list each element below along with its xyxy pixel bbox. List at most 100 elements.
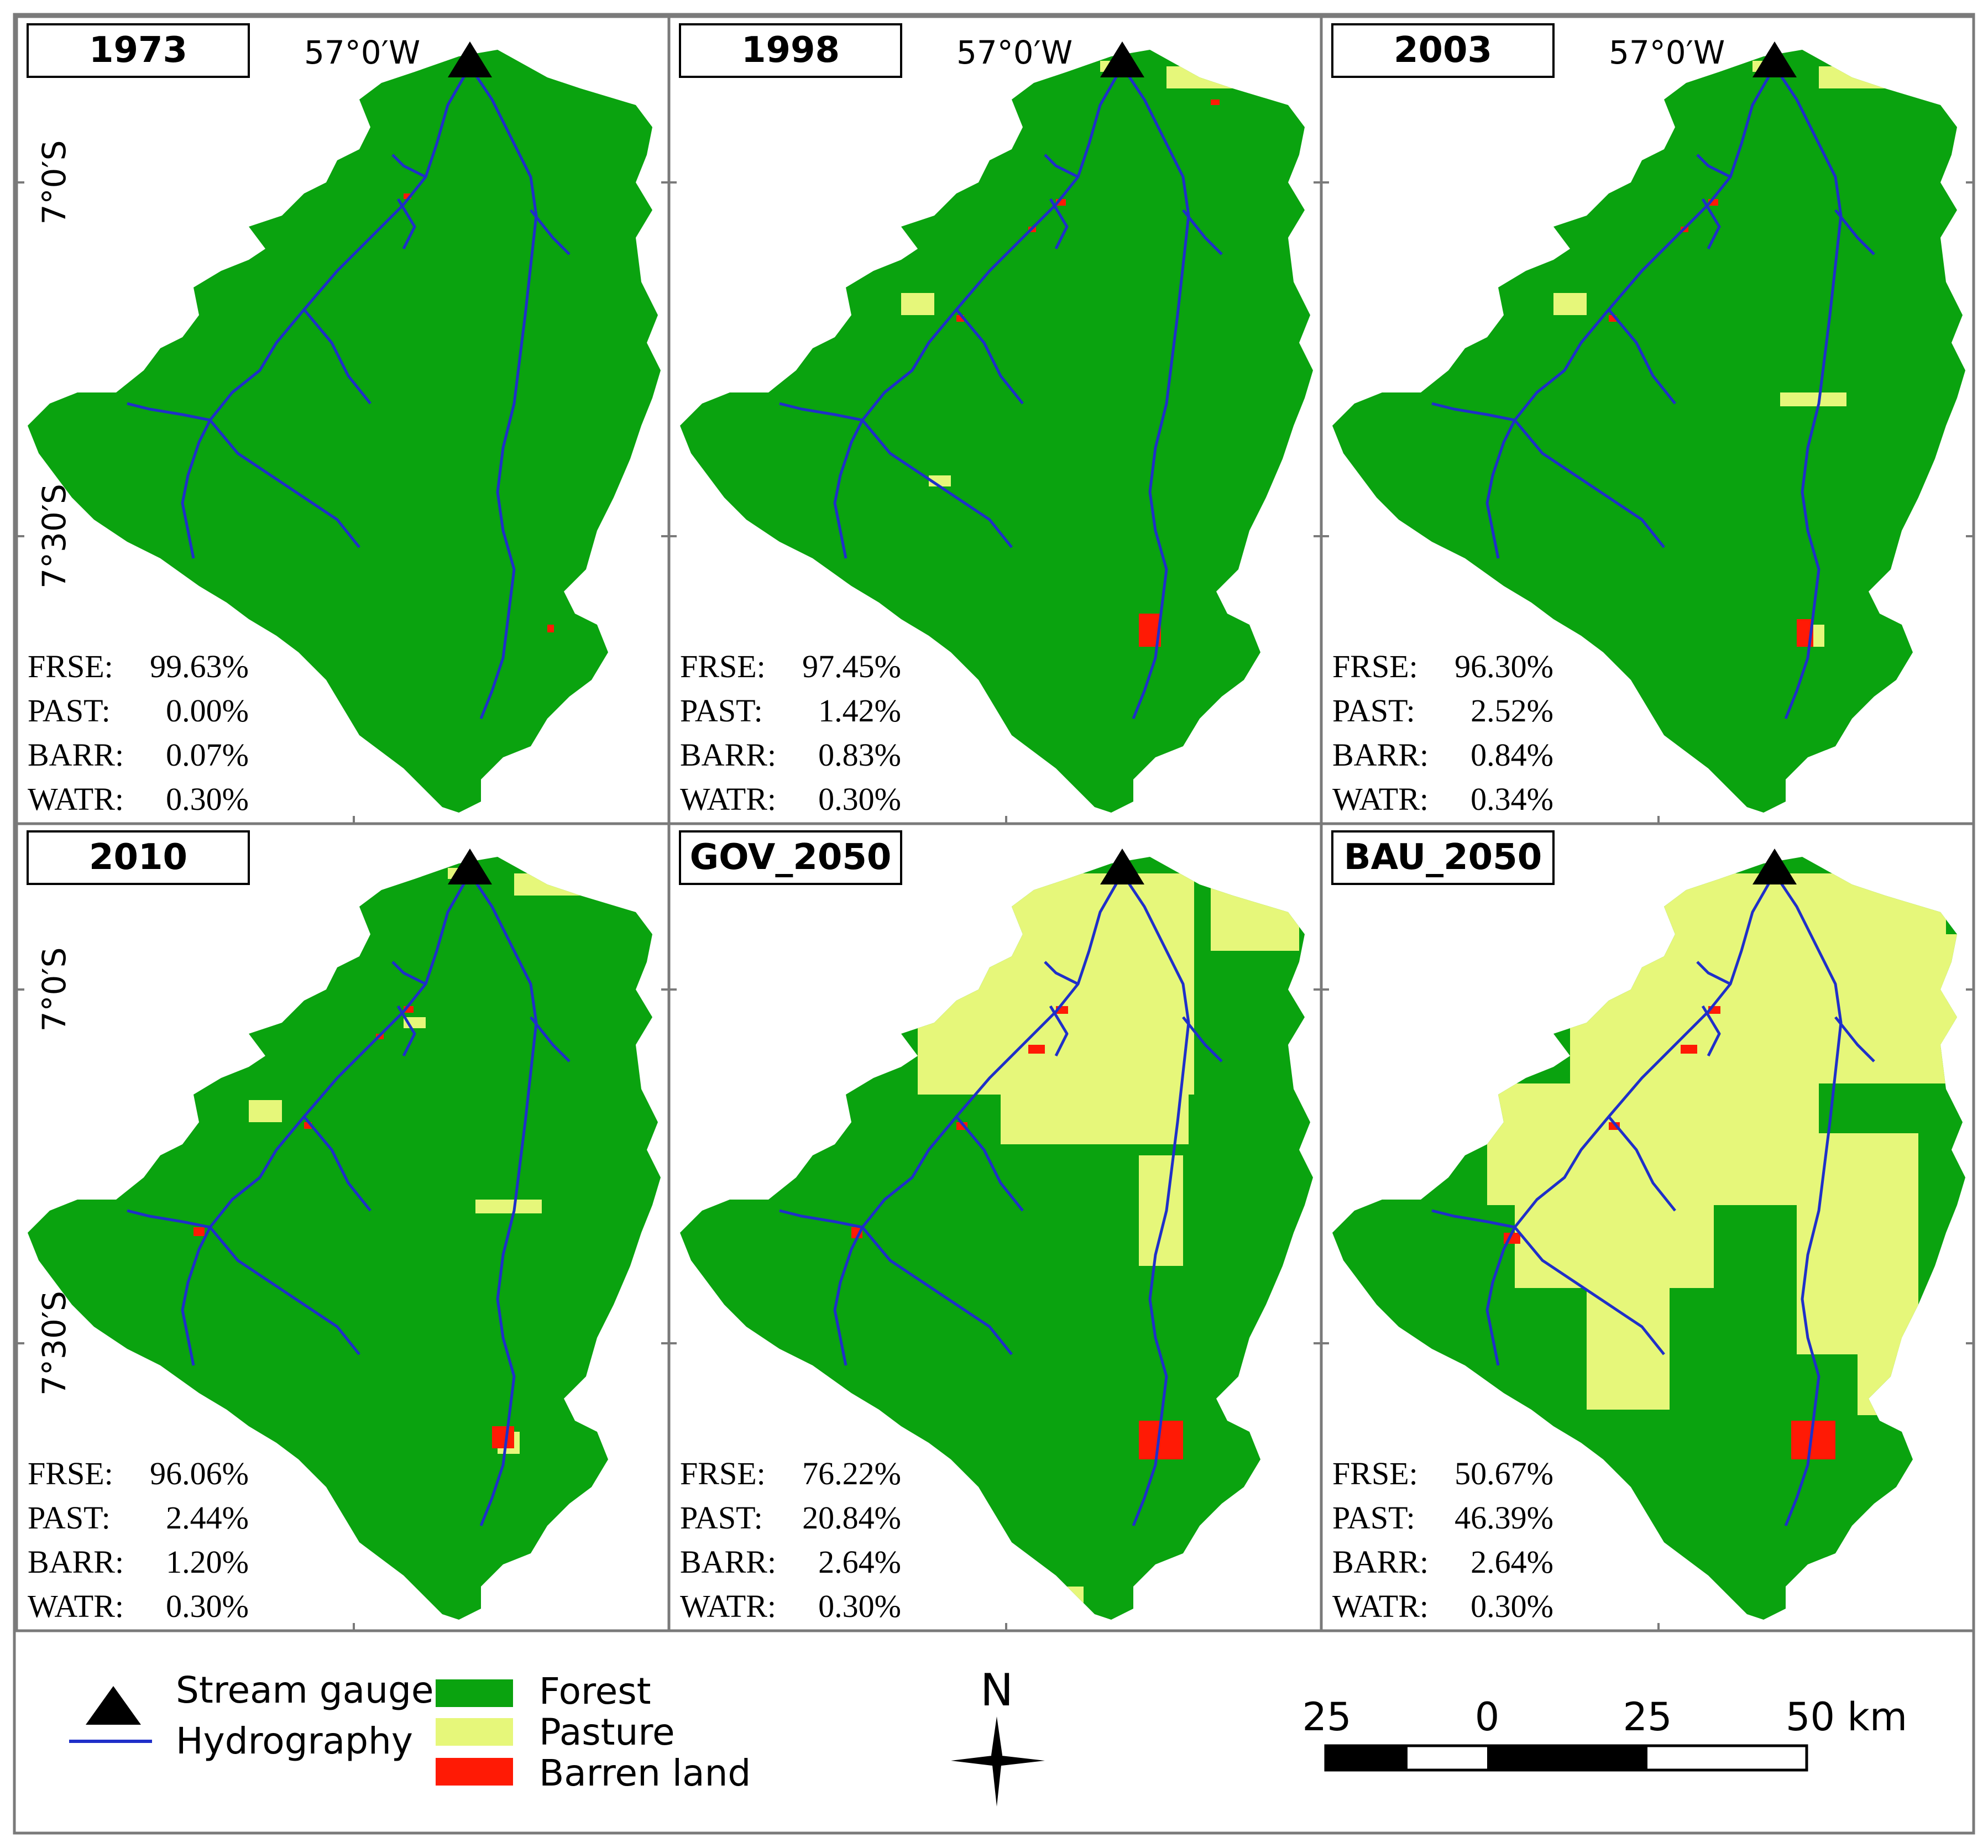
latitude-label-upper: 7°0′S <box>35 140 73 225</box>
pasture-patch <box>1780 392 1846 406</box>
stream-gauge-icon <box>448 41 492 77</box>
basin-forest <box>28 50 661 813</box>
pasture-patch <box>249 1100 282 1122</box>
stat-value: 1.20% <box>166 1544 249 1580</box>
stat-value: 46.39% <box>1455 1500 1553 1536</box>
river-line <box>127 402 211 422</box>
stream-gauge-icon <box>86 1686 141 1725</box>
land-cover-patches <box>404 193 554 632</box>
river-line <box>181 65 472 559</box>
river-line <box>1608 1116 1676 1212</box>
river-line <box>1431 1209 1515 1229</box>
river-line <box>1701 198 1721 250</box>
stat-code: BARR: <box>680 1544 776 1580</box>
stat-value: 2.64% <box>1471 1544 1553 1580</box>
map-panel-gov_2050: GOV_2050 FRSE: 76.22% PAST: 20.84% BARR: 2.64%… <box>667 822 1323 1632</box>
river-line <box>1696 154 1731 179</box>
stat-code: BARR: <box>680 737 776 773</box>
stat-value: 0.00% <box>166 693 249 729</box>
stat-value: 0.84% <box>1471 737 1553 773</box>
map-panels: 1973 57°0′W 7°0′S 7°30′S FRSE: 99.63% PAST: 0.0… <box>15 15 1975 1632</box>
river-line <box>127 1209 211 1229</box>
river-line <box>396 198 416 250</box>
map-panel-2010: 2010 7°0′S 7°30′S FRSE: 96.06% PAST: 2.44% BARR… <box>15 822 671 1632</box>
scale-seg-3 <box>1487 1746 1647 1770</box>
pasture-patch <box>901 293 934 315</box>
stat-code: BARR: <box>1332 1544 1429 1580</box>
river-line <box>955 1116 1024 1212</box>
scale-label-mid: 25 <box>1623 1694 1672 1740</box>
stat-code: WATR: <box>28 781 124 817</box>
river-line <box>1431 402 1515 422</box>
stat-value: 2.44% <box>166 1500 249 1536</box>
stat-value: 97.45% <box>802 648 901 684</box>
stream-gauge-icon <box>1100 849 1144 884</box>
panel-title-box <box>27 830 250 885</box>
latitude-label-lower: 7°30′S <box>35 1291 73 1396</box>
barren-swatch <box>436 1758 513 1786</box>
legend-hydrography-label: Hydrography <box>176 1720 413 1762</box>
stat-code: WATR: <box>1332 781 1429 817</box>
barren-patch <box>404 193 411 199</box>
river-line <box>303 308 372 405</box>
stat-code: PAST: <box>28 693 111 729</box>
north-arrow: N <box>951 1664 1045 1807</box>
stat-value: 0.34% <box>1471 781 1553 817</box>
stat-code: WATR: <box>1332 1588 1429 1624</box>
land-cover-patches <box>193 868 614 1454</box>
legend-stream-gauge-label: Stream gauge <box>176 1669 433 1711</box>
river-line <box>391 961 427 986</box>
pasture-patch <box>1587 1244 1670 1410</box>
map-panel-bau_2050: BAU_2050 FRSE: 50.67% PAST: 46.39% BARR: 2.64%… <box>1320 822 1975 1632</box>
river-line <box>1182 1016 1223 1062</box>
panel-title: 1973 <box>89 30 187 71</box>
stat-code: WATR: <box>680 1588 776 1624</box>
stat-value: 2.52% <box>1471 693 1553 729</box>
stat-value: 2.64% <box>818 1544 901 1580</box>
stat-code: PAST: <box>680 1500 763 1536</box>
pasture-patch <box>475 1200 542 1213</box>
stat-code: BARR: <box>28 737 124 773</box>
stat-value: 20.84% <box>802 1500 901 1536</box>
river-line <box>530 209 571 255</box>
latitude-label-upper: 7°0′S <box>35 947 73 1032</box>
river-line <box>1044 154 1079 179</box>
stat-code: FRSE: <box>28 648 113 684</box>
barren-patch <box>193 1227 205 1236</box>
pasture-patch <box>1553 293 1587 315</box>
panel-title: 1998 <box>741 30 840 71</box>
river-line <box>1049 1005 1069 1057</box>
panel-title-box <box>1331 830 1555 885</box>
scale-label-right: 50 km <box>1786 1694 1907 1740</box>
river-line <box>530 1016 571 1062</box>
pasture-patch <box>1001 1056 1189 1144</box>
river-line <box>396 1005 416 1057</box>
barren-patch <box>492 1426 514 1448</box>
stat-value: 0.30% <box>818 1588 901 1624</box>
stat-code: FRSE: <box>1332 1456 1418 1491</box>
river-line <box>1701 1005 1721 1057</box>
river-line <box>209 1226 360 1355</box>
longitude-label: 57°0′W <box>1609 34 1725 71</box>
river-line <box>833 65 1124 559</box>
river-line <box>468 65 538 719</box>
panel-title: 2003 <box>1394 30 1492 71</box>
river-line <box>955 308 1024 405</box>
forest-swatch <box>436 1679 513 1707</box>
scale-seg-1 <box>1326 1746 1408 1770</box>
stat-code: PAST: <box>680 693 763 729</box>
stat-value: 50.67% <box>1455 1456 1553 1491</box>
river-line <box>779 402 863 422</box>
barren-patch <box>1028 1045 1045 1054</box>
barren-patch <box>1681 1045 1697 1054</box>
compass-horizontal-icon <box>951 1755 1045 1766</box>
stat-value: 0.30% <box>818 781 901 817</box>
stat-value: 0.07% <box>166 737 249 773</box>
barren-patch <box>547 625 554 632</box>
stream-gauge-icon <box>448 849 492 884</box>
river-line <box>779 1209 863 1229</box>
stream-gauge-icon <box>1752 849 1797 884</box>
river-line <box>1121 65 1190 719</box>
river-line <box>181 872 472 1366</box>
river-line <box>1834 1016 1875 1062</box>
